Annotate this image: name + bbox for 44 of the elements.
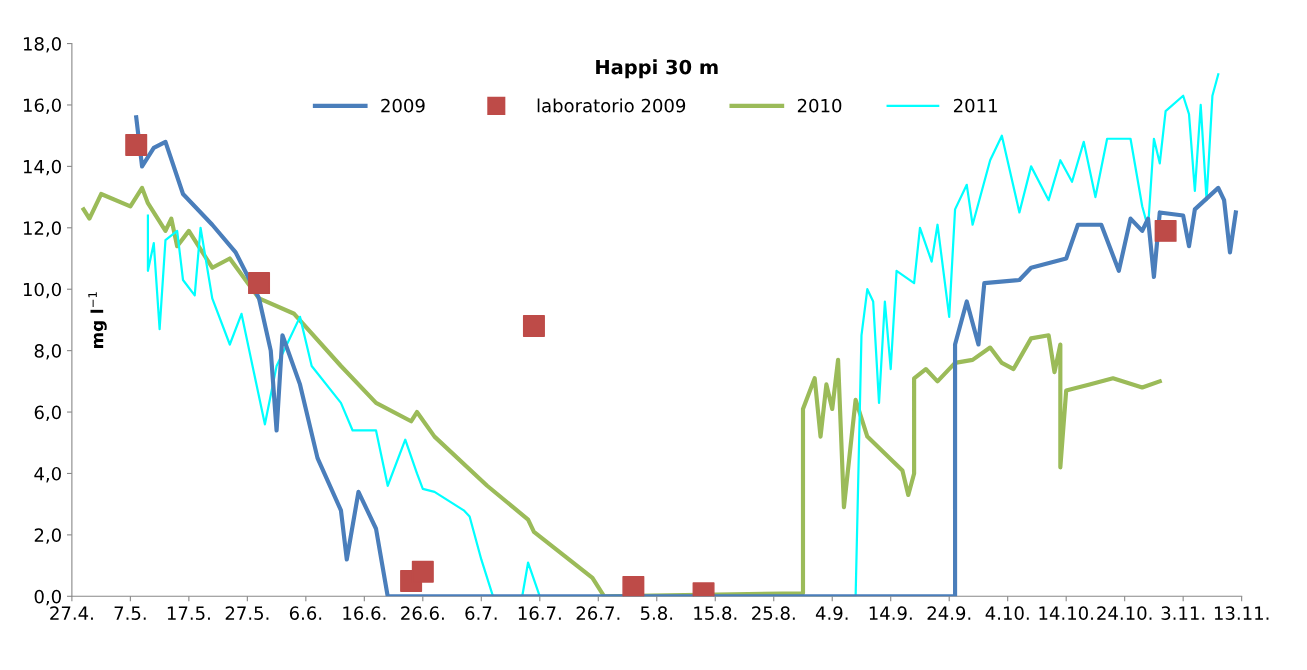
x-tick-label: 26.7.: [576, 606, 620, 620]
y-tick-label: 2,0: [34, 528, 61, 544]
legend-label: 2009: [381, 98, 425, 113]
point: [248, 272, 271, 295]
x-tick-label: 4.9.: [815, 606, 848, 620]
legend-label: 2010: [797, 98, 842, 113]
legend-label: 2011: [953, 98, 997, 113]
y-tick-label: 16,0: [23, 98, 61, 114]
x-tick-label: 5.8.: [640, 606, 673, 620]
x-tick-label: 16.7.: [518, 606, 561, 620]
point: [622, 576, 645, 597]
y-tick-label: 10,0: [23, 282, 61, 299]
x-tick-label: 26.6.: [401, 606, 444, 620]
y-axis-title: mg l$^{−1}$: [88, 292, 107, 348]
x-tick-label: 6.6.: [289, 606, 322, 620]
y-tick-label: 0,0: [34, 589, 61, 606]
point: [411, 560, 434, 583]
x-tick-label: 27.5.: [225, 606, 269, 620]
y-tick-label: 12,0: [23, 221, 61, 237]
y-tick-label: 14,0: [23, 159, 61, 176]
x-tick-label: 3.11.: [1161, 606, 1205, 620]
y-tick-label: 6,0: [34, 405, 61, 422]
point: [522, 315, 545, 338]
text: Happi 30 m: [596, 59, 718, 79]
x-tick-label: 24.9.: [927, 606, 971, 620]
x-tick-label: 4.10.: [985, 606, 1029, 620]
point: [125, 133, 148, 156]
x-tick-label: 14.10.: [1039, 606, 1093, 620]
x-tick-label: 7.5.: [114, 606, 146, 620]
x-tick-label: 15.8.: [694, 606, 737, 620]
line-series: [81, 185, 1162, 597]
x-tick-label: 6.7.: [465, 606, 497, 620]
y-tick-label: 18,0: [23, 37, 61, 53]
y-tick-label: 8,0: [34, 344, 61, 360]
x-tick-label: 27.4.: [50, 606, 93, 620]
x-tick-label: 13.11.: [1214, 606, 1269, 620]
x-tick-label: 17.5.: [167, 606, 210, 620]
point: [1154, 219, 1177, 242]
x-tick-label: 24.10.: [1097, 606, 1152, 620]
legend-label: laboratorio 2009: [537, 98, 686, 113]
y-tick-label: 4,0: [34, 466, 61, 483]
x-tick-label: 16.6.: [343, 606, 386, 620]
x-tick-label: 14.9.: [869, 606, 912, 620]
x-tick-label: 25.8.: [752, 606, 795, 620]
